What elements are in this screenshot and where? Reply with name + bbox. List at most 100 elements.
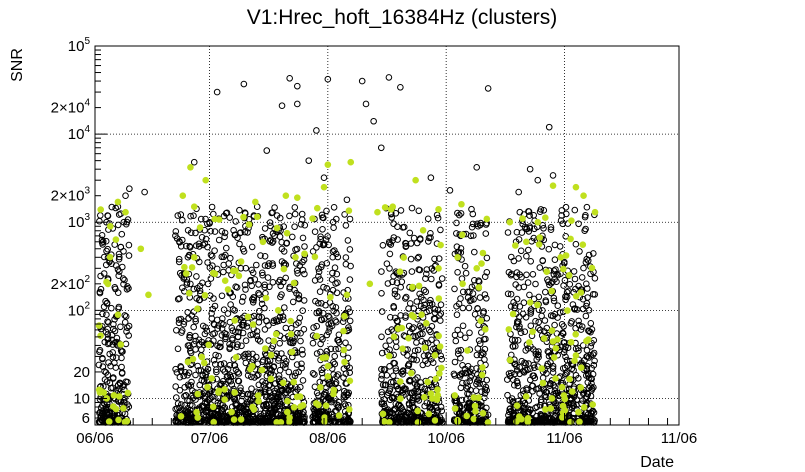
point-all-cluster — [576, 248, 583, 255]
point-all-cluster — [428, 336, 435, 344]
point-all-cluster — [387, 314, 394, 321]
point-selected-cluster — [311, 253, 319, 261]
point-all-cluster — [425, 326, 433, 334]
point-all-cluster — [378, 375, 385, 383]
point-all-cluster — [261, 283, 269, 291]
point-all-cluster — [562, 370, 570, 378]
point-selected-cluster — [287, 317, 294, 325]
point-all-cluster — [433, 339, 440, 347]
point-selected-cluster — [254, 392, 262, 399]
point-all-cluster — [435, 282, 443, 289]
point-selected-cluster — [221, 386, 228, 393]
point-all-cluster — [405, 360, 413, 368]
point-all-cluster — [395, 409, 402, 417]
point-all-cluster — [384, 328, 392, 336]
point-all-cluster — [571, 275, 579, 283]
point-all-cluster — [107, 384, 115, 392]
point-selected-cluster — [458, 200, 465, 208]
point-selected-cluster — [380, 418, 388, 425]
point-all-cluster — [276, 400, 284, 408]
point-all-cluster — [589, 370, 597, 378]
point-all-cluster — [203, 407, 211, 415]
point-selected-cluster — [536, 234, 543, 241]
point-all-cluster — [407, 240, 415, 247]
point-all-cluster — [319, 309, 327, 317]
point-all-cluster — [526, 224, 534, 232]
point-all-cluster — [294, 386, 301, 393]
point-all-cluster — [248, 243, 256, 251]
point-all-cluster — [509, 342, 517, 350]
point-selected-cluster — [185, 289, 193, 297]
point-selected-cluster — [105, 418, 113, 425]
point-all-cluster — [266, 238, 274, 245]
point-all-cluster — [407, 378, 414, 385]
point-selected-cluster — [471, 402, 479, 410]
point-all-cluster — [434, 306, 442, 314]
point-selected-cluster — [522, 393, 530, 400]
point-all-cluster — [540, 225, 547, 232]
point-all-cluster — [410, 234, 418, 242]
point-all-cluster — [123, 328, 130, 335]
point-all-cluster — [387, 378, 395, 386]
point-selected-cluster — [346, 377, 354, 385]
point-all-cluster — [520, 299, 528, 307]
point-all-cluster — [95, 361, 103, 369]
point-all-cluster — [318, 300, 325, 307]
point-all-cluster — [427, 230, 434, 237]
point-all-cluster — [342, 402, 349, 409]
point-all-cluster — [558, 321, 566, 328]
point-all-cluster — [484, 85, 492, 92]
point-all-cluster — [454, 269, 461, 276]
point-selected-cluster — [346, 406, 353, 413]
point-all-cluster — [532, 317, 539, 325]
point-all-cluster — [173, 369, 181, 376]
point-all-cluster — [556, 243, 564, 250]
point-all-cluster — [122, 313, 130, 320]
point-all-cluster — [115, 303, 123, 311]
point-selected-cluster — [280, 265, 288, 273]
point-all-cluster — [122, 378, 130, 386]
point-all-cluster — [276, 214, 284, 222]
point-selected-cluster — [543, 268, 550, 276]
point-all-cluster — [539, 307, 546, 314]
point-all-cluster — [587, 352, 595, 359]
point-all-cluster — [268, 367, 276, 374]
point-all-cluster — [195, 367, 203, 374]
point-all-cluster — [547, 224, 555, 231]
point-all-cluster — [334, 371, 342, 378]
point-all-cluster — [269, 230, 277, 237]
point-all-cluster — [325, 241, 333, 249]
point-all-cluster — [392, 210, 400, 217]
point-all-cluster — [329, 269, 336, 277]
point-all-cluster — [532, 385, 540, 393]
point-all-cluster — [540, 207, 548, 214]
point-all-cluster — [414, 374, 421, 381]
point-all-cluster — [268, 209, 275, 217]
point-all-cluster — [468, 223, 476, 231]
point-all-cluster — [323, 331, 331, 339]
point-all-cluster — [542, 297, 550, 304]
point-all-cluster — [523, 271, 530, 279]
point-selected-cluster — [110, 392, 118, 399]
point-all-cluster — [438, 407, 446, 415]
point-selected-cluster — [273, 224, 281, 232]
point-all-cluster — [104, 340, 112, 348]
point-all-cluster — [542, 288, 549, 296]
point-all-cluster — [343, 196, 351, 204]
point-all-cluster — [513, 363, 520, 370]
point-all-cluster — [402, 385, 409, 393]
point-all-cluster — [578, 413, 586, 420]
point-all-cluster — [109, 353, 117, 361]
point-all-cluster — [320, 241, 328, 249]
point-selected-cluster — [431, 417, 439, 424]
point-selected-cluster — [324, 161, 332, 168]
point-all-cluster — [277, 282, 285, 290]
point-all-cluster — [420, 352, 428, 360]
point-all-cluster — [264, 262, 272, 270]
point-all-cluster — [551, 275, 558, 283]
point-all-cluster — [208, 203, 216, 211]
point-all-cluster — [405, 401, 413, 409]
point-all-cluster — [554, 271, 562, 279]
point-all-cluster — [204, 220, 211, 228]
y-tick-label: 2×103 — [51, 186, 91, 205]
